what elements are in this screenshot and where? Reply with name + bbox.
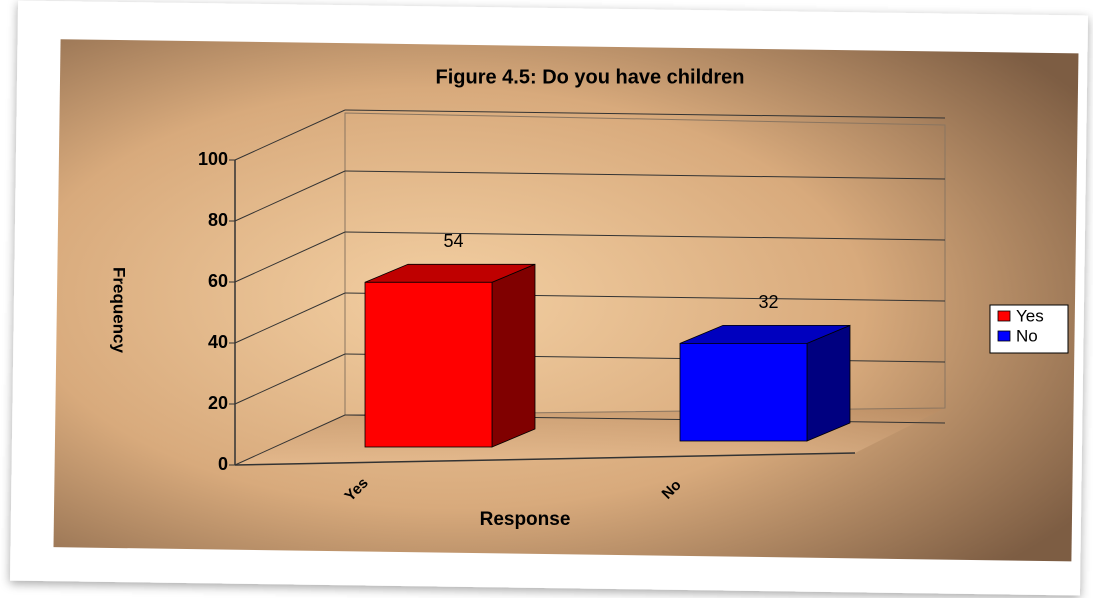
y-tick-label: 40 <box>208 332 228 352</box>
value-label: 32 <box>758 292 778 312</box>
legend-swatch <box>997 330 1011 342</box>
bar-front <box>679 342 808 442</box>
legend <box>989 304 1069 354</box>
y-tick-label: 80 <box>208 210 228 230</box>
grid-line <box>234 292 346 344</box>
back-wall <box>344 112 946 416</box>
legend-label: No <box>1016 326 1038 345</box>
bar-side <box>491 263 536 448</box>
grid-line <box>344 231 946 241</box>
value-label: 54 <box>443 231 463 251</box>
x-axis-label: Response <box>480 509 571 530</box>
bar-side <box>806 324 851 442</box>
legend-swatch <box>997 310 1011 322</box>
grid-line <box>234 414 346 466</box>
x-axis <box>234 452 856 466</box>
grid-line <box>234 231 346 283</box>
bar <box>364 263 536 448</box>
card <box>10 0 1089 596</box>
chart-title: Figure 4.5: Do you have children <box>436 66 745 88</box>
grid-line <box>234 353 346 405</box>
y-axis-label: Frequency <box>110 267 129 354</box>
grid-line <box>234 170 346 222</box>
y-tick-label: 60 <box>208 271 228 291</box>
bar-front <box>364 281 493 448</box>
bar <box>679 324 851 442</box>
grid-line <box>344 109 946 119</box>
y-tick-label: 100 <box>198 149 228 169</box>
y-tick-label: 20 <box>208 393 228 413</box>
y-tick-label: 0 <box>218 454 228 474</box>
legend-label: Yes <box>1016 306 1044 325</box>
grid-line <box>344 170 946 180</box>
grid-line <box>234 109 346 161</box>
